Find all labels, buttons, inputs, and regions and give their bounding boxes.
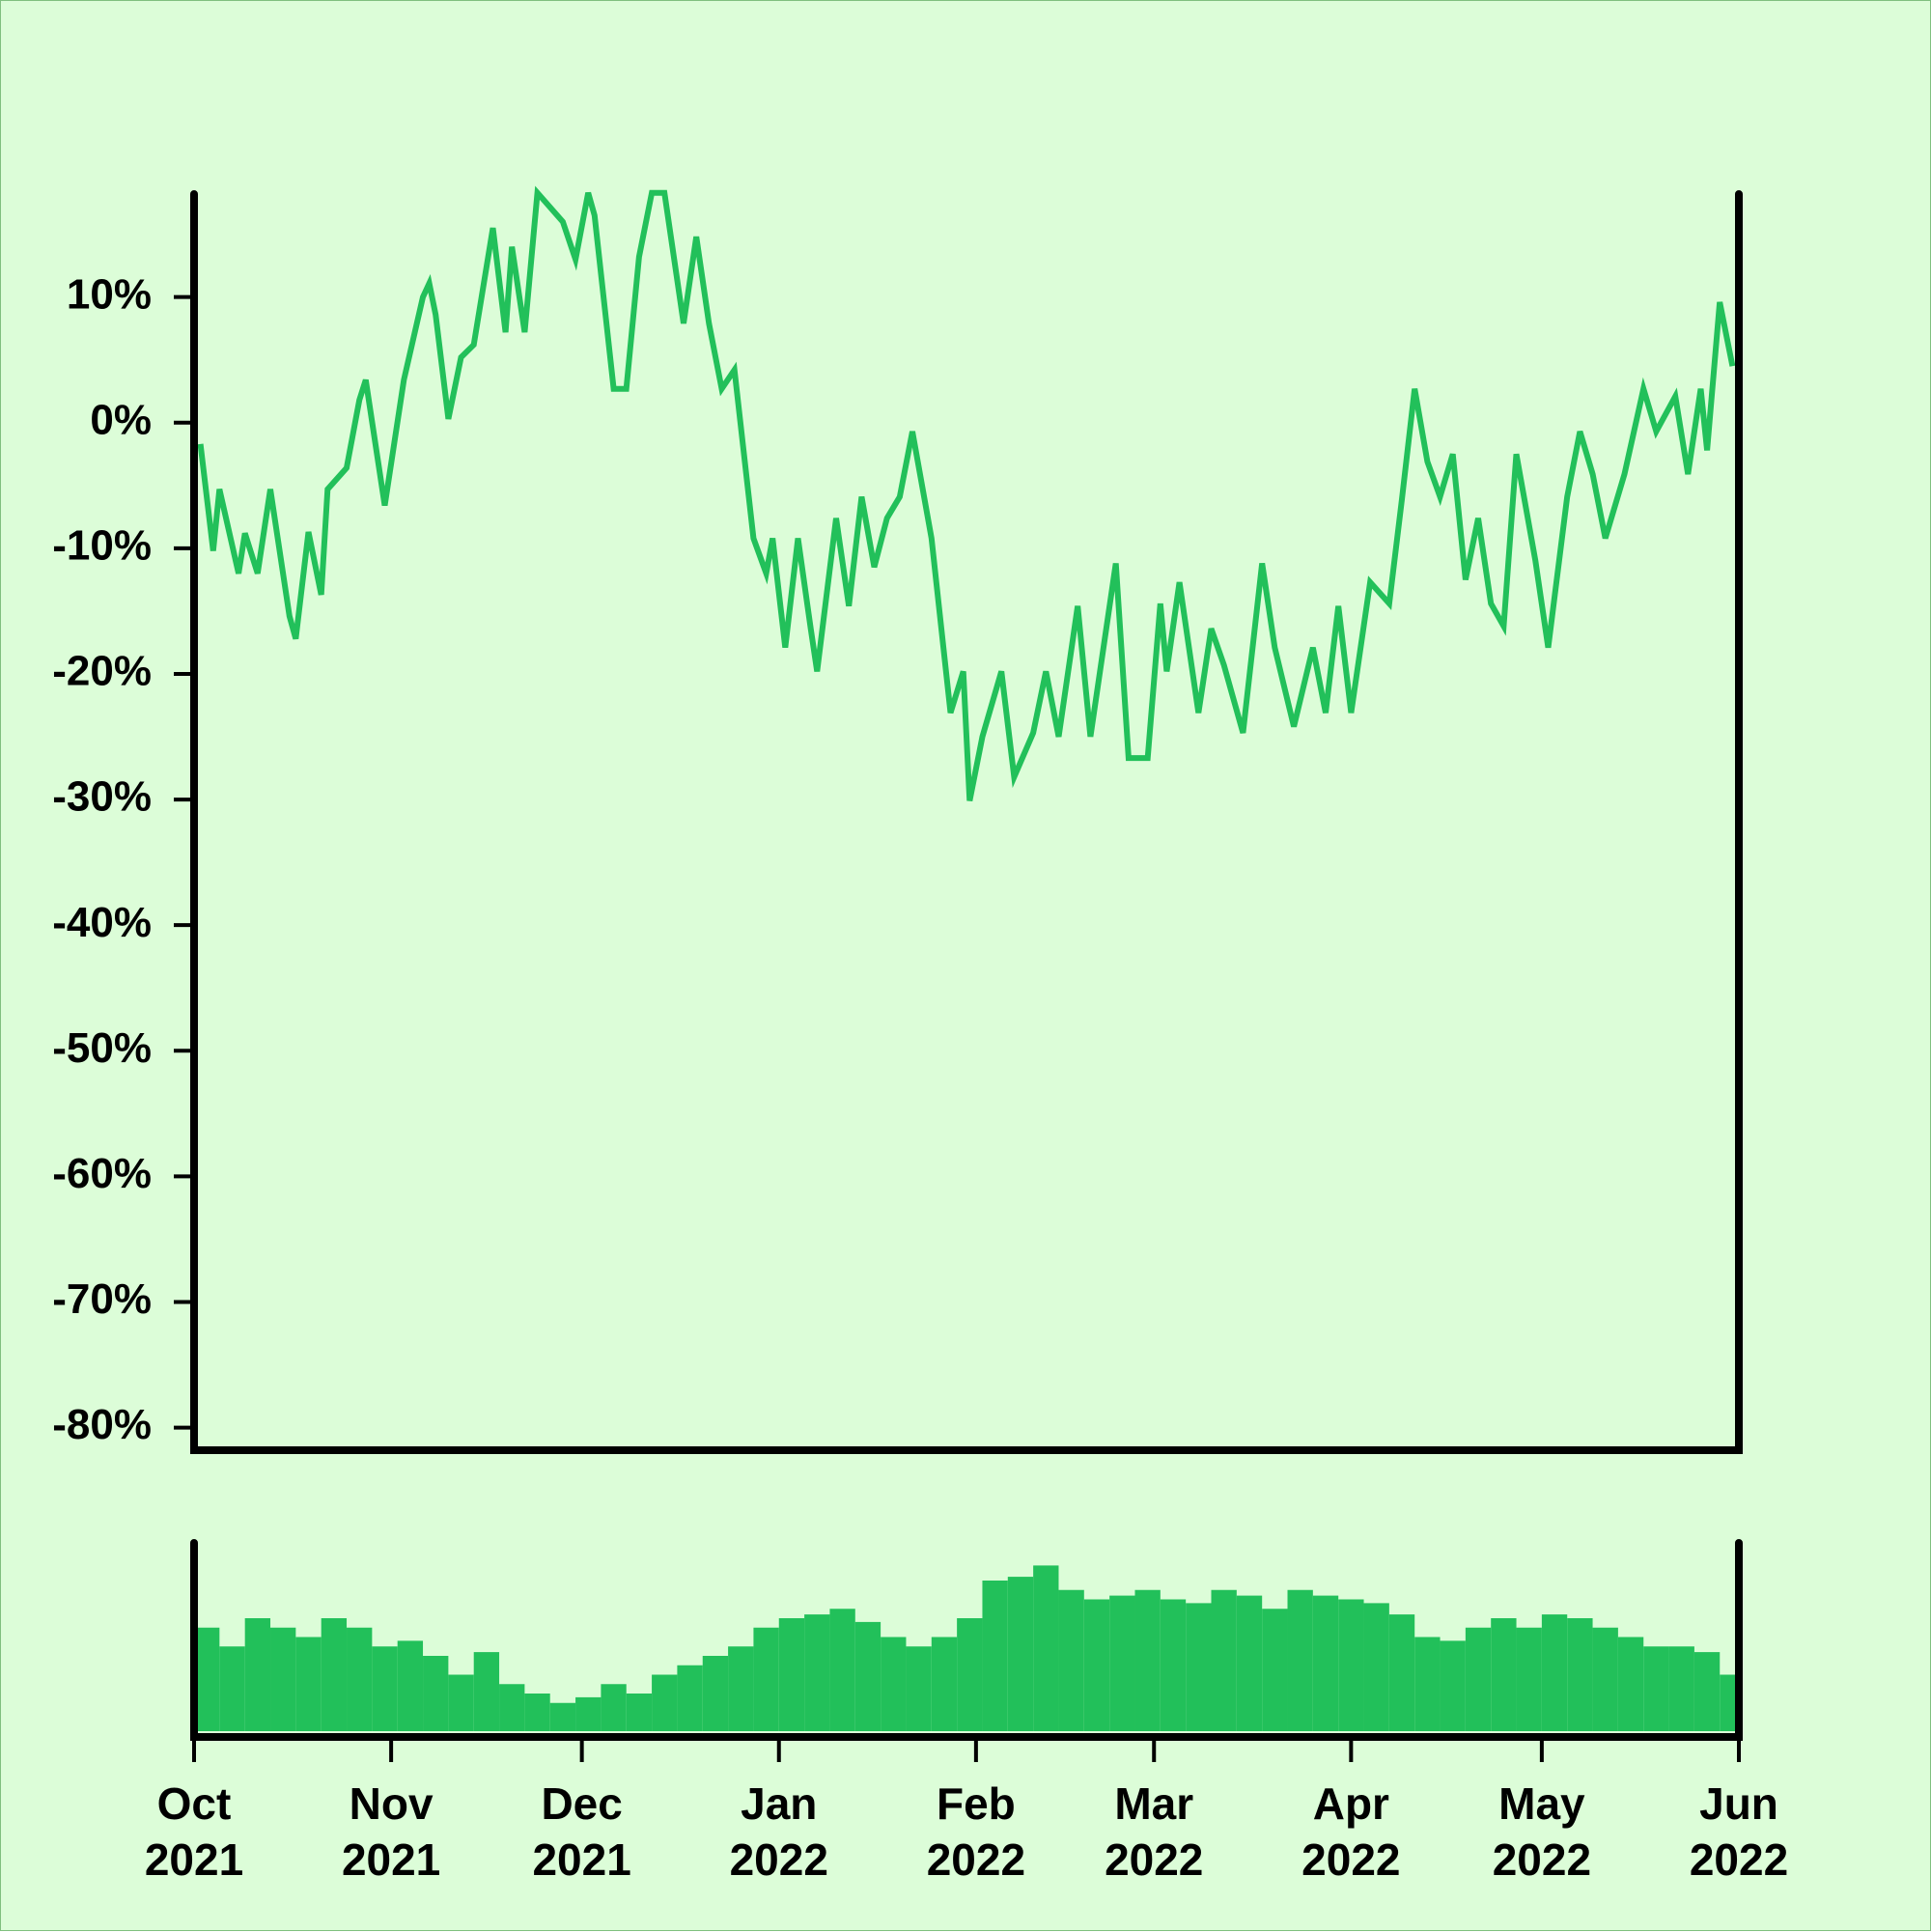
y-tick-label: -10% xyxy=(52,522,152,570)
volume-bar xyxy=(372,1646,398,1731)
volume-bar xyxy=(1236,1595,1263,1731)
y-tick-label: -60% xyxy=(52,1150,152,1197)
volume-bar xyxy=(1491,1618,1517,1731)
volume-bar xyxy=(1567,1618,1593,1731)
volume-bar xyxy=(753,1627,779,1731)
volume-bar xyxy=(448,1674,474,1731)
volume-bar xyxy=(1541,1614,1568,1731)
volume-bar xyxy=(575,1696,602,1731)
x-tick-label: Apr 2022 xyxy=(1301,1778,1401,1885)
volume-bar xyxy=(397,1640,424,1731)
volume-bar xyxy=(1414,1637,1441,1731)
volume-bar xyxy=(473,1652,500,1731)
x-tick-label: Jan 2022 xyxy=(729,1778,828,1885)
volume-bar xyxy=(677,1665,703,1731)
volume-bar xyxy=(1720,1674,1735,1731)
volume-bar xyxy=(347,1627,373,1731)
y-tick-label: -80% xyxy=(52,1401,152,1448)
volume-bar xyxy=(549,1702,576,1731)
volume-bar xyxy=(1134,1589,1161,1731)
volume-bar xyxy=(524,1694,550,1731)
volume-bar xyxy=(1388,1614,1415,1731)
volume-bar xyxy=(804,1614,830,1731)
volume-bar xyxy=(1363,1603,1389,1731)
volume-bar xyxy=(982,1581,1008,1731)
volume-bar xyxy=(1033,1565,1059,1731)
volume-bar xyxy=(1007,1577,1034,1731)
volume-bar xyxy=(601,1684,627,1731)
volume-bar xyxy=(1693,1652,1721,1731)
volume-bar xyxy=(1211,1589,1237,1731)
volume-bar xyxy=(1516,1627,1542,1731)
volume-bar xyxy=(1083,1599,1110,1731)
volume-bar xyxy=(1465,1627,1492,1731)
y-tick-label: -20% xyxy=(52,648,152,695)
volume-bar xyxy=(1262,1609,1288,1731)
x-tick-label: Jun 2022 xyxy=(1689,1778,1789,1885)
volume-bar xyxy=(1338,1599,1364,1731)
volume-bar xyxy=(270,1627,296,1731)
volume-bar xyxy=(626,1694,653,1731)
y-tick-label: -50% xyxy=(52,1024,152,1072)
x-tick-label: May 2022 xyxy=(1492,1778,1592,1885)
volume-bar xyxy=(1160,1599,1187,1731)
y-tick-label: 0% xyxy=(90,396,152,443)
volume-bar xyxy=(1440,1640,1466,1731)
volume-bar xyxy=(652,1674,678,1731)
volume-bar xyxy=(1668,1646,1694,1731)
axis-frame xyxy=(190,190,1743,1454)
volume-bar xyxy=(702,1656,729,1731)
volume-bar xyxy=(219,1646,245,1731)
volume-bar xyxy=(1643,1646,1669,1731)
volume-bar xyxy=(1058,1589,1084,1731)
axis-frame xyxy=(190,1539,1743,1741)
price-line xyxy=(197,185,1736,801)
x-tick-label: Dec 2021 xyxy=(532,1778,631,1885)
volume-bar xyxy=(1287,1589,1313,1731)
volume-bar xyxy=(244,1618,271,1731)
volume-bar xyxy=(957,1618,983,1731)
volume-bar xyxy=(423,1656,449,1731)
x-tick-label: Feb 2022 xyxy=(926,1778,1026,1885)
volume-bar xyxy=(778,1618,805,1731)
volume-bar xyxy=(295,1637,322,1731)
volume-bar xyxy=(728,1646,754,1731)
y-tick-label: -30% xyxy=(52,773,152,821)
y-tick-label: -40% xyxy=(52,899,152,946)
volume-bar xyxy=(1186,1603,1212,1731)
y-tick-label: 10% xyxy=(67,270,152,318)
volume-bar xyxy=(1312,1595,1339,1731)
volume-bar xyxy=(321,1618,348,1731)
volume-bar xyxy=(854,1621,882,1731)
volume-bar xyxy=(194,1627,220,1731)
x-tick-label: Mar 2022 xyxy=(1105,1778,1204,1885)
volume-bar xyxy=(906,1646,932,1731)
volume-bar xyxy=(829,1609,855,1731)
y-tick-label: -70% xyxy=(52,1275,152,1323)
x-tick-label: Oct 2021 xyxy=(144,1778,244,1885)
volume-bar xyxy=(1592,1627,1618,1731)
x-tick-label: Nov 2021 xyxy=(341,1778,441,1885)
volume-bar xyxy=(931,1637,958,1731)
volume-bar xyxy=(1109,1595,1135,1731)
volume-bar xyxy=(1617,1637,1644,1731)
volume-bar xyxy=(499,1684,525,1731)
volume-bar xyxy=(881,1637,907,1731)
